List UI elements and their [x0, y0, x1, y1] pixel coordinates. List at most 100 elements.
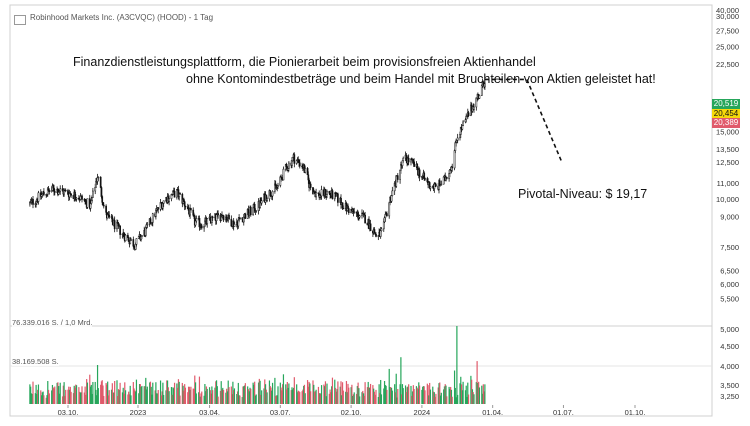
candle-body — [53, 191, 56, 193]
volume-bar — [400, 357, 402, 404]
volume-bar — [144, 386, 146, 404]
volume-bar — [471, 389, 474, 404]
volume-bar — [307, 386, 309, 404]
volume-bar — [380, 379, 382, 404]
volume-bar — [432, 386, 434, 404]
volume-bar — [335, 391, 337, 404]
volume-bar — [85, 394, 87, 404]
volume-bar — [314, 391, 316, 404]
volume-bar — [228, 387, 230, 404]
volume-bar — [455, 397, 457, 404]
volume-bar — [178, 381, 180, 404]
volume-bar — [171, 394, 173, 404]
x-tick-label: 03.10. — [58, 408, 79, 417]
volume-bar — [163, 394, 165, 404]
candle-body — [288, 162, 290, 169]
volume-bar — [52, 387, 54, 404]
volume-bar — [97, 388, 99, 404]
volume-bar — [310, 391, 312, 404]
volume-bar — [404, 385, 407, 404]
volume-bar — [135, 379, 138, 404]
volume-bar — [215, 381, 217, 404]
symbol-checkbox[interactable] — [14, 15, 26, 25]
volume-bar — [139, 384, 141, 404]
volume-bar — [334, 387, 337, 404]
candle-body — [451, 166, 454, 169]
volume-bar — [467, 394, 470, 404]
candle-body — [102, 204, 105, 207]
volume-bar — [247, 389, 250, 404]
candle-body — [244, 213, 247, 219]
volume-bar — [212, 390, 214, 404]
volume-bar — [339, 386, 341, 404]
volume-bar — [291, 387, 293, 404]
candle-body — [298, 162, 301, 167]
volume-bar — [460, 384, 463, 404]
candle-body — [309, 183, 312, 188]
volume-bar — [369, 383, 372, 404]
volume-bar — [47, 389, 50, 404]
volume-bar — [42, 391, 44, 404]
volume-bar — [380, 394, 383, 404]
volume-bar — [464, 390, 467, 404]
candle-body — [119, 225, 121, 235]
volume-bar — [299, 392, 301, 404]
y-tick-label: 22,500 — [716, 60, 739, 69]
y-tick-label: 3,250 — [720, 392, 739, 401]
volume-bar — [134, 390, 136, 404]
volume-bar — [79, 391, 81, 404]
volume-bar — [254, 381, 256, 404]
volume-bar — [308, 381, 310, 404]
candle-body — [396, 175, 399, 180]
volume-bar — [466, 396, 468, 404]
volume-bar — [40, 390, 42, 404]
volume-bar — [341, 395, 343, 404]
volume-bar — [453, 370, 456, 404]
volume-bar — [69, 386, 71, 404]
volume-bar — [40, 395, 43, 404]
volume-bar — [95, 389, 97, 404]
volume-bar — [100, 384, 102, 404]
candle-body — [379, 230, 382, 237]
volume-bar — [317, 386, 320, 404]
volume-bar — [89, 374, 91, 404]
candle-body — [222, 215, 225, 221]
candle-body — [478, 95, 481, 99]
volume-bar — [205, 391, 207, 404]
candle-body — [99, 176, 102, 188]
volume-bar — [124, 382, 126, 404]
volume-bar — [401, 394, 403, 404]
volume-bar — [429, 389, 432, 404]
volume-bar — [345, 391, 347, 404]
volume-bar — [341, 382, 344, 404]
volume-bar — [427, 385, 429, 404]
volume-bar — [475, 382, 477, 404]
candle-body — [266, 198, 268, 201]
volume-bar — [210, 393, 212, 404]
volume-bar — [198, 376, 201, 404]
candle-body — [59, 188, 62, 192]
volume-bar — [443, 389, 445, 404]
volume-bar — [449, 388, 451, 404]
plot-frame — [9, 4, 713, 417]
volume-bar — [227, 380, 229, 404]
candle-body — [135, 238, 138, 245]
volume-bar — [462, 381, 464, 404]
volume-bar — [266, 392, 268, 404]
volume-bar — [353, 392, 355, 404]
volume-bar — [410, 385, 412, 404]
volume-bar — [58, 393, 61, 404]
volume-bar — [215, 380, 218, 404]
volume-bar — [406, 387, 408, 404]
volume-bar — [388, 368, 390, 404]
candle-body — [57, 192, 60, 195]
volume-bar — [162, 382, 164, 404]
volume-bar — [80, 392, 82, 404]
volume-bar — [481, 393, 484, 404]
volume-bar — [303, 385, 305, 404]
volume-bar — [29, 384, 31, 404]
candle-body — [32, 198, 34, 205]
volume-bar — [285, 384, 287, 404]
volume-bar — [209, 390, 211, 404]
volume-bar — [193, 388, 195, 404]
